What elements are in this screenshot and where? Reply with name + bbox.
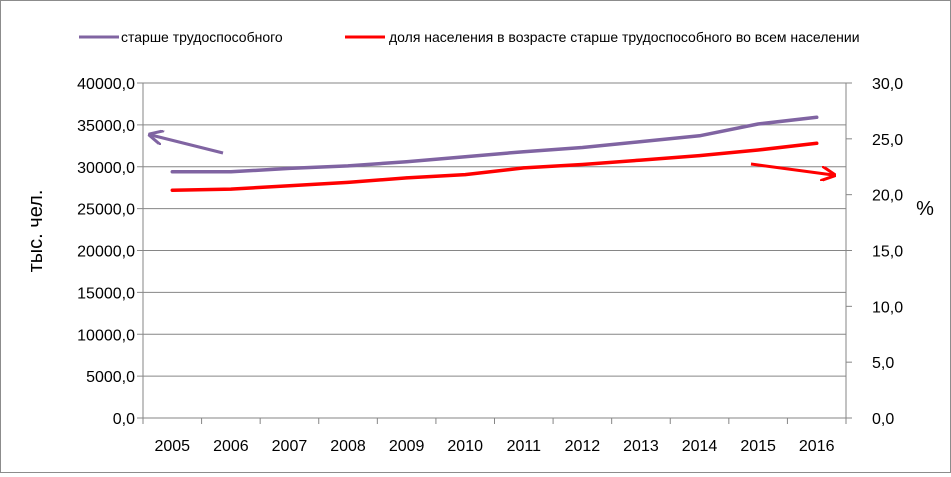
left-axis-tick-label: 10000,0 bbox=[77, 327, 135, 344]
series-2-point bbox=[580, 163, 584, 167]
left-axis-tick-label: 5000,0 bbox=[86, 369, 135, 386]
left-axis-tick-label: 35000,0 bbox=[77, 118, 135, 135]
series-1-point bbox=[698, 134, 702, 138]
x-axis-tick-label: 2005 bbox=[154, 438, 190, 455]
left-axis-tick-label: 40000,0 bbox=[77, 76, 135, 93]
x-axis-tick-label: 2014 bbox=[682, 438, 718, 455]
right-axis-tick-label: 25,0 bbox=[872, 132, 903, 149]
series-2-point bbox=[463, 173, 467, 177]
series-layer bbox=[170, 115, 819, 192]
series-1-point bbox=[815, 115, 819, 119]
x-axis-tick-label: 2007 bbox=[272, 438, 308, 455]
right-axis-label: % bbox=[916, 198, 934, 220]
left-axis-tick-label: 15000,0 bbox=[77, 285, 135, 302]
series-2-point bbox=[229, 187, 233, 191]
series-2-point bbox=[522, 166, 526, 170]
right-axis-tick-label: 10,0 bbox=[872, 299, 903, 316]
x-axis-tick-label: 2008 bbox=[330, 438, 366, 455]
annotation-arrow-right-axis bbox=[750, 162, 833, 175]
x-axis-tick-label: 2010 bbox=[447, 438, 483, 455]
right-axis-tick-labels: 0,0 5,0 10,0 15,0 20,0 25,0 30,0 bbox=[872, 76, 903, 428]
left-axis-tick-label: 25000,0 bbox=[77, 202, 135, 219]
series-2-point bbox=[170, 188, 174, 192]
series-2-point bbox=[815, 141, 819, 145]
right-axis-tick-label: 20,0 bbox=[872, 188, 903, 205]
series-line-2 bbox=[170, 141, 819, 192]
right-axis-tick-label: 0,0 bbox=[872, 411, 894, 428]
left-axis-tick-label: 0,0 bbox=[113, 411, 135, 428]
right-axis-tick-label: 5,0 bbox=[872, 355, 894, 372]
series-1-point bbox=[580, 145, 584, 149]
left-axis-label: тыс. чел. bbox=[25, 190, 47, 273]
series-1-point bbox=[170, 170, 174, 174]
series-2-point bbox=[287, 184, 291, 188]
series-2-point bbox=[405, 176, 409, 180]
series-1-point bbox=[229, 170, 233, 174]
x-axis-tick-label: 2011 bbox=[507, 438, 542, 455]
series-1-point bbox=[346, 164, 350, 168]
legend-label-series-2: доля населения в возрасте старше трудосп… bbox=[389, 29, 860, 45]
series-1-point bbox=[287, 166, 291, 170]
left-axis-tick-labels: 0,0 5000,0 10000,0 15000,0 20000,0 25000,0 300… bbox=[77, 76, 135, 428]
annotation-arrow-left-axis bbox=[151, 135, 224, 155]
right-axis-tick-label: 15,0 bbox=[872, 244, 903, 261]
right-axis-tick-label: 30,0 bbox=[872, 76, 903, 93]
legend: старше трудоспособного доля населения в … bbox=[79, 29, 860, 45]
x-axis-tick-label: 2009 bbox=[389, 438, 425, 455]
gridlines bbox=[137, 82, 852, 419]
x-axis-tick-labels: 2005 2006 2007 2008 2009 2010 2011 2012 2013 2014… bbox=[154, 438, 834, 455]
series-2-point bbox=[698, 154, 702, 158]
x-axis-tick-label: 2012 bbox=[565, 438, 601, 455]
x-axis-tick-label: 2013 bbox=[623, 438, 659, 455]
left-axis-tick-label: 30000,0 bbox=[77, 160, 135, 177]
left-axis-tick-label: 20000,0 bbox=[77, 244, 135, 261]
series-1-point bbox=[405, 160, 409, 164]
legend-label-series-1: старше трудоспособного bbox=[121, 29, 283, 45]
x-axis-tick-label: 2015 bbox=[740, 438, 776, 455]
x-axis-tick-label: 2016 bbox=[799, 438, 835, 455]
series-1-point bbox=[756, 122, 760, 126]
series-1-point bbox=[639, 140, 643, 144]
series-2-point bbox=[756, 148, 760, 152]
series-2-point bbox=[346, 180, 350, 184]
series-1-point bbox=[522, 150, 526, 154]
series-line-1 bbox=[170, 115, 819, 174]
x-axis-tick-label: 2006 bbox=[213, 438, 249, 455]
series-1-point bbox=[463, 155, 467, 159]
axes bbox=[142, 83, 847, 424]
series-2-point bbox=[639, 158, 643, 162]
